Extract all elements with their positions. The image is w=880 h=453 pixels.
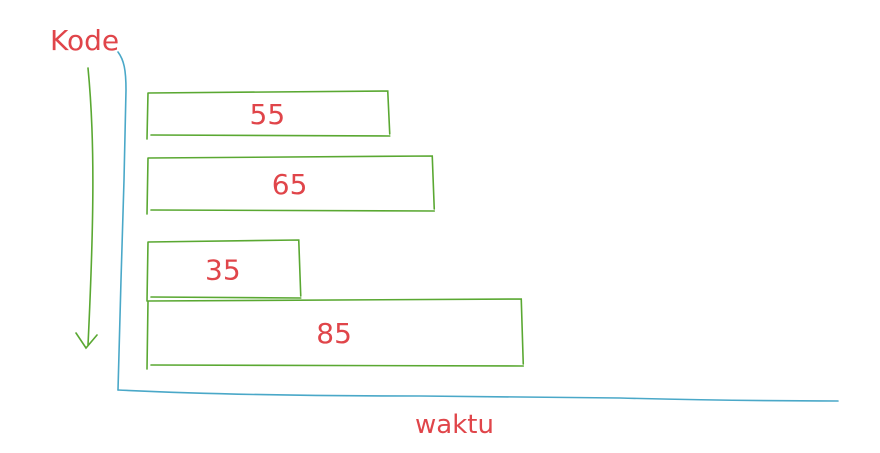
- bars-layer: 55 65 35 85: [146, 90, 525, 370]
- bar-value-label: 85: [316, 317, 352, 350]
- y-axis-label: Kode: [50, 24, 119, 57]
- bar-value-label: 35: [205, 254, 241, 287]
- x-axis: [117, 389, 839, 402]
- category-direction-arrow: [75, 67, 98, 350]
- bar: [146, 155, 436, 215]
- bar: [146, 90, 391, 140]
- bar: [146, 298, 525, 370]
- y-axis: [117, 51, 127, 391]
- x-axis-label: waktu: [415, 410, 494, 440]
- bar-value-label: 65: [272, 168, 308, 201]
- bar-value-label: 55: [250, 98, 286, 131]
- bar: [146, 239, 302, 302]
